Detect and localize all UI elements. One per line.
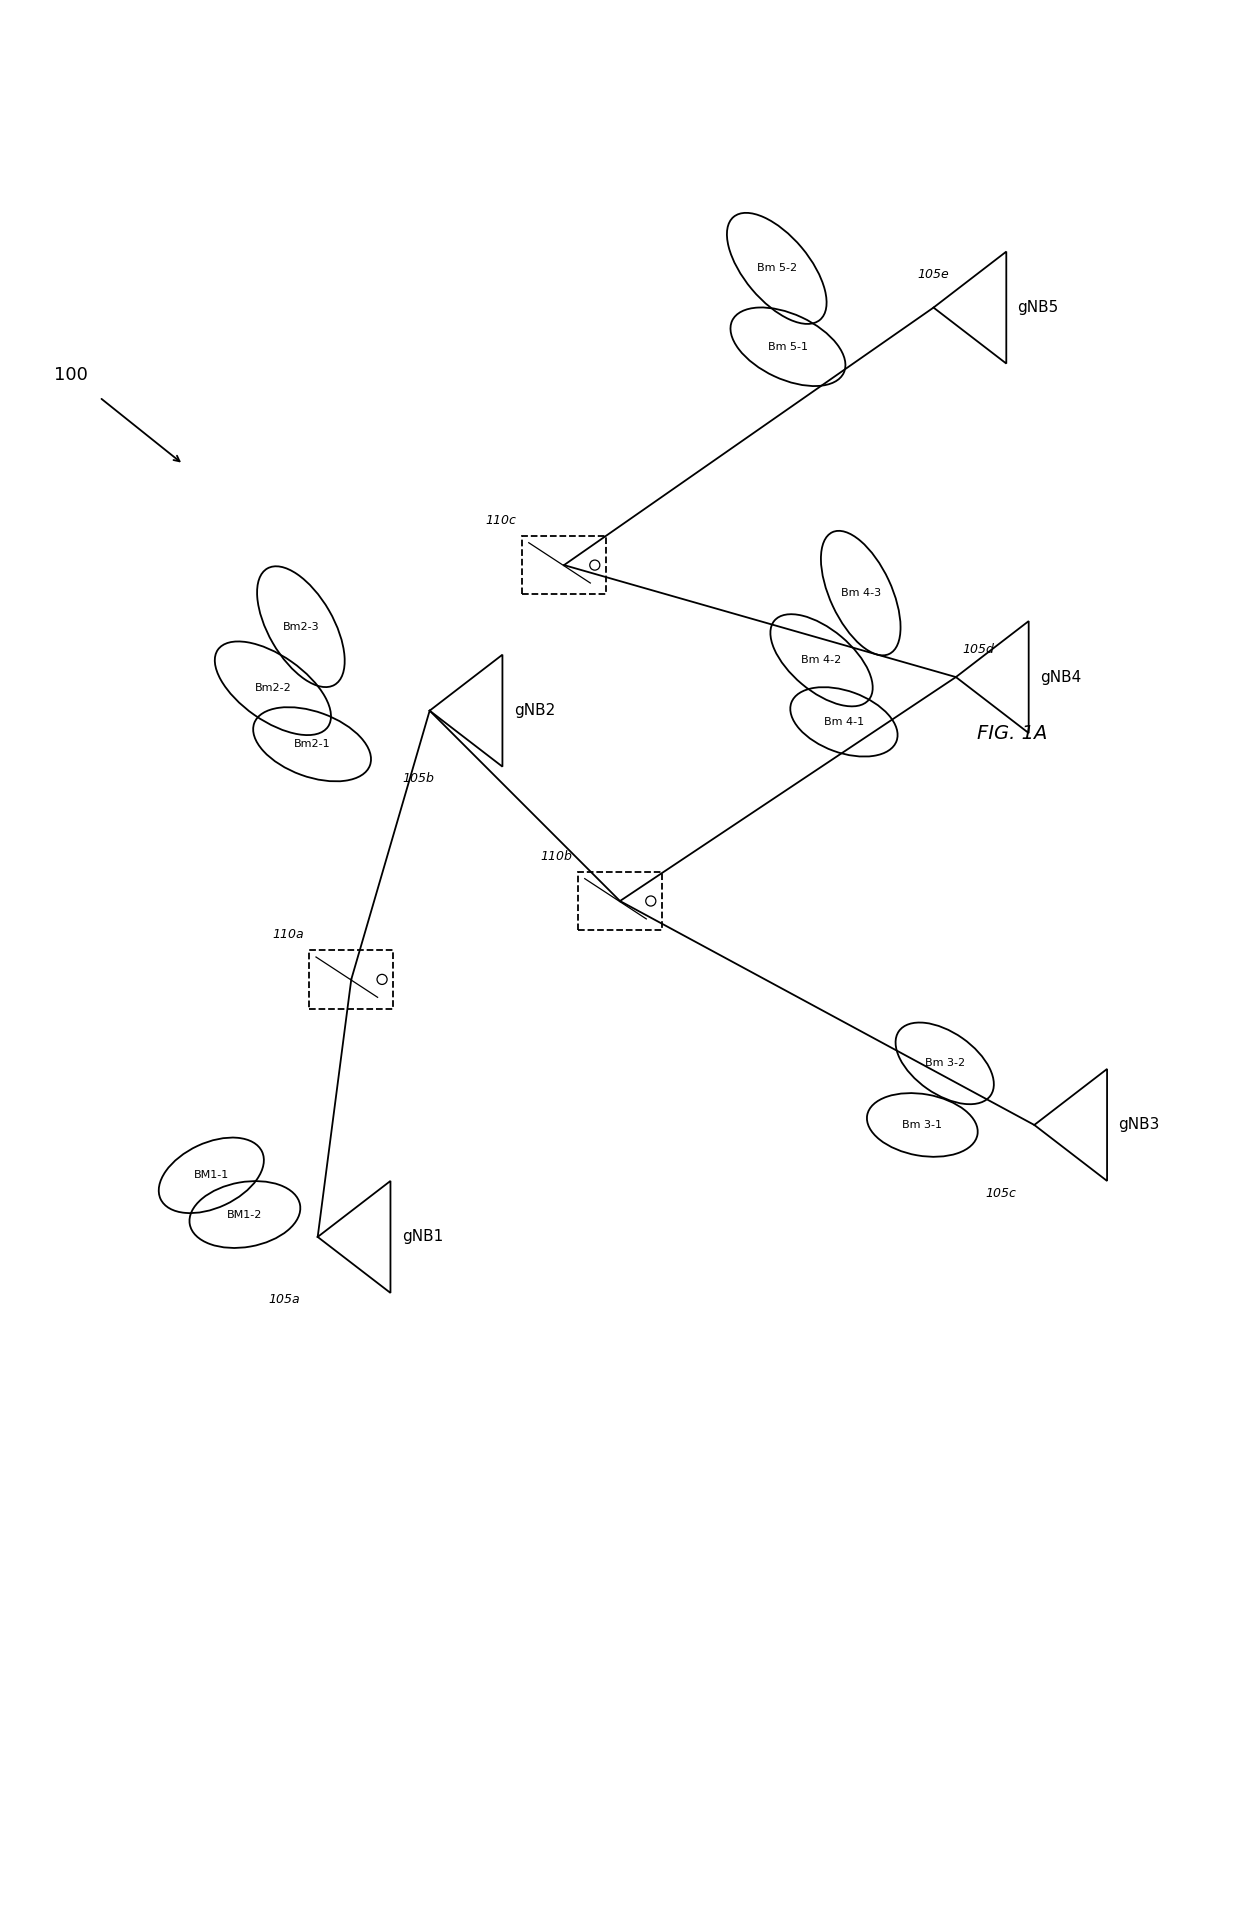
Text: 105d: 105d: [962, 643, 994, 657]
Text: Bm2-2: Bm2-2: [254, 683, 291, 693]
Text: 105c: 105c: [986, 1187, 1016, 1200]
Text: 110a: 110a: [272, 928, 304, 942]
Text: Bm 4-3: Bm 4-3: [841, 588, 880, 597]
Text: 110c: 110c: [486, 515, 516, 526]
Text: Bm 5-1: Bm 5-1: [768, 343, 808, 352]
Text: BM1-2: BM1-2: [227, 1210, 263, 1219]
Text: 105e: 105e: [918, 268, 950, 281]
Text: Bm 4-2: Bm 4-2: [801, 655, 842, 666]
Text: BM1-1: BM1-1: [193, 1169, 229, 1181]
Text: 100: 100: [55, 366, 88, 385]
Text: gNB3: gNB3: [1118, 1118, 1159, 1133]
Text: gNB4: gNB4: [1040, 670, 1081, 685]
Text: Bm 3-1: Bm 3-1: [903, 1120, 942, 1129]
Text: Bm 3-2: Bm 3-2: [925, 1058, 965, 1068]
Text: Bm 4-1: Bm 4-1: [823, 718, 864, 727]
Text: gNB5: gNB5: [1018, 300, 1059, 316]
Text: Bm2-3: Bm2-3: [283, 622, 319, 632]
Text: gNB2: gNB2: [513, 702, 554, 718]
Text: 105b: 105b: [403, 771, 434, 785]
Text: Bm2-1: Bm2-1: [294, 739, 330, 748]
Text: Bm 5-2: Bm 5-2: [756, 264, 797, 274]
Text: FIG. 1A: FIG. 1A: [977, 723, 1047, 743]
Text: gNB1: gNB1: [402, 1229, 443, 1244]
Text: 105a: 105a: [268, 1294, 300, 1305]
Text: 110b: 110b: [541, 850, 573, 863]
